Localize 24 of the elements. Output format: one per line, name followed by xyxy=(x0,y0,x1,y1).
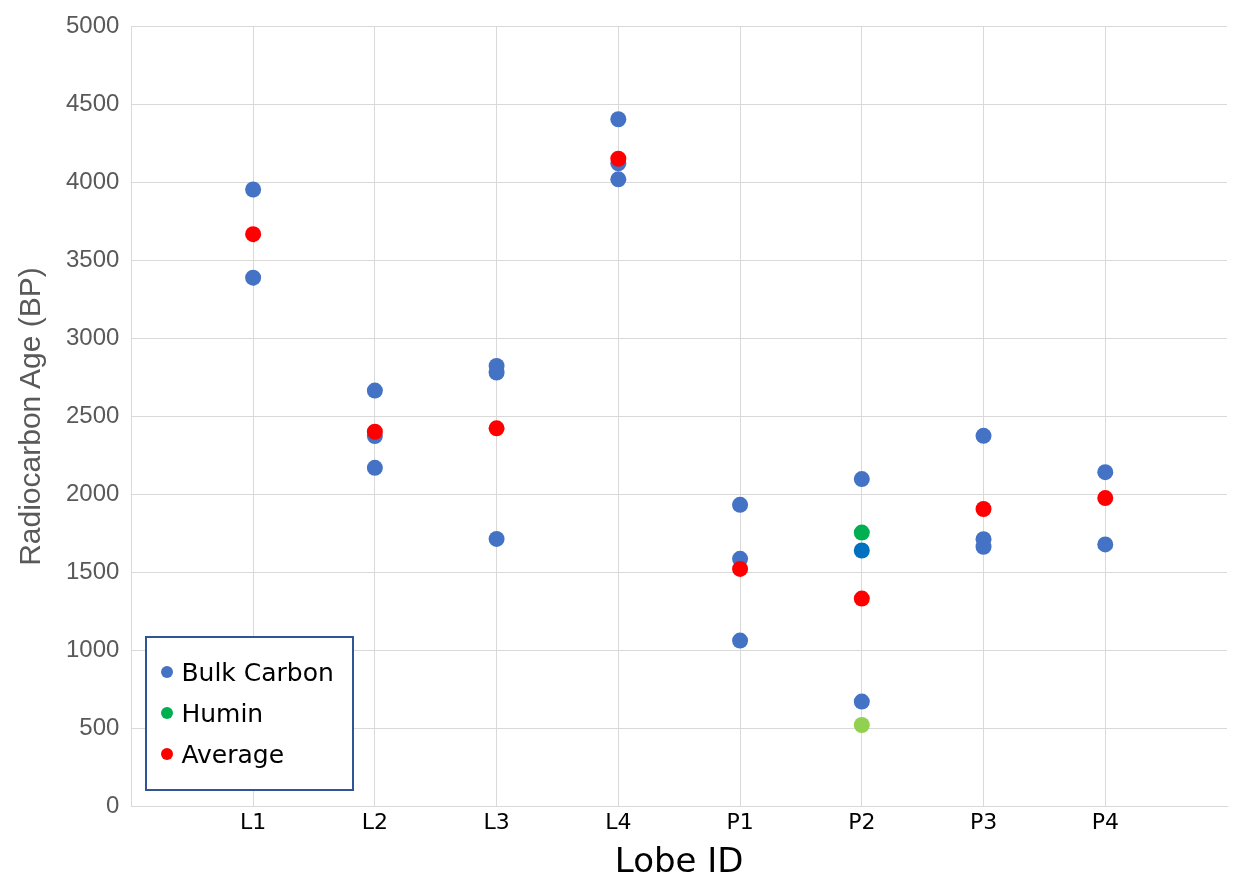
x-tick-label: P4 xyxy=(1091,808,1119,834)
x-tick-label: L4 xyxy=(605,808,632,834)
x-tick-label: L3 xyxy=(483,808,510,834)
y-tick-label: 1000 xyxy=(66,635,120,663)
legend-label: Average xyxy=(181,739,285,769)
y-tick-label: 4000 xyxy=(66,167,120,195)
x-axis-title: Lobe ID xyxy=(614,840,744,881)
y-tick-label: 5000 xyxy=(66,11,120,39)
x-tick-label: P2 xyxy=(848,808,876,834)
y-tick-label: 0 xyxy=(106,791,120,819)
y-tick-label: 1500 xyxy=(66,557,120,585)
y-tick-label: 500 xyxy=(79,713,120,741)
legend-label: Humin xyxy=(181,698,264,728)
legend-label: Bulk Carbon xyxy=(181,657,334,687)
y-tick-label: 2000 xyxy=(66,479,120,507)
x-tick-label: L1 xyxy=(239,808,267,834)
y-tick-label: 2500 xyxy=(66,401,120,429)
y-tick-label: 4500 xyxy=(66,89,120,117)
x-tick-label: P3 xyxy=(969,808,998,834)
y-tick-label: 3500 xyxy=(66,245,120,273)
x-tick-label: P1 xyxy=(726,808,754,834)
y-tick-label: 3000 xyxy=(66,323,120,351)
y-axis-title: Radiocarbon Age (BP) xyxy=(13,267,47,566)
x-tick-label: L2 xyxy=(361,808,388,834)
